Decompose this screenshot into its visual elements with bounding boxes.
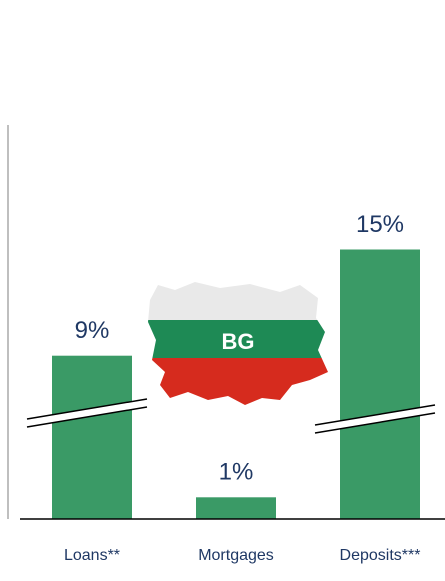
axis-break <box>315 405 435 433</box>
x-tick-label: Deposits*** <box>340 547 421 564</box>
bulgaria-map: BG <box>148 282 328 405</box>
axis-break <box>314 404 436 426</box>
axis-break <box>27 399 147 427</box>
axis-break <box>26 398 148 420</box>
map-label: BG <box>222 329 255 354</box>
value-label: 15% <box>356 211 404 238</box>
bar <box>340 249 420 519</box>
bar <box>196 497 276 519</box>
value-label: 9% <box>75 317 110 344</box>
axis-break <box>314 412 436 434</box>
x-tick-label: Loans** <box>64 547 120 564</box>
bar <box>52 355 132 519</box>
axis-break <box>26 406 148 428</box>
value-label: 1% <box>219 459 254 486</box>
x-tick-label: Mortgages <box>198 547 274 564</box>
